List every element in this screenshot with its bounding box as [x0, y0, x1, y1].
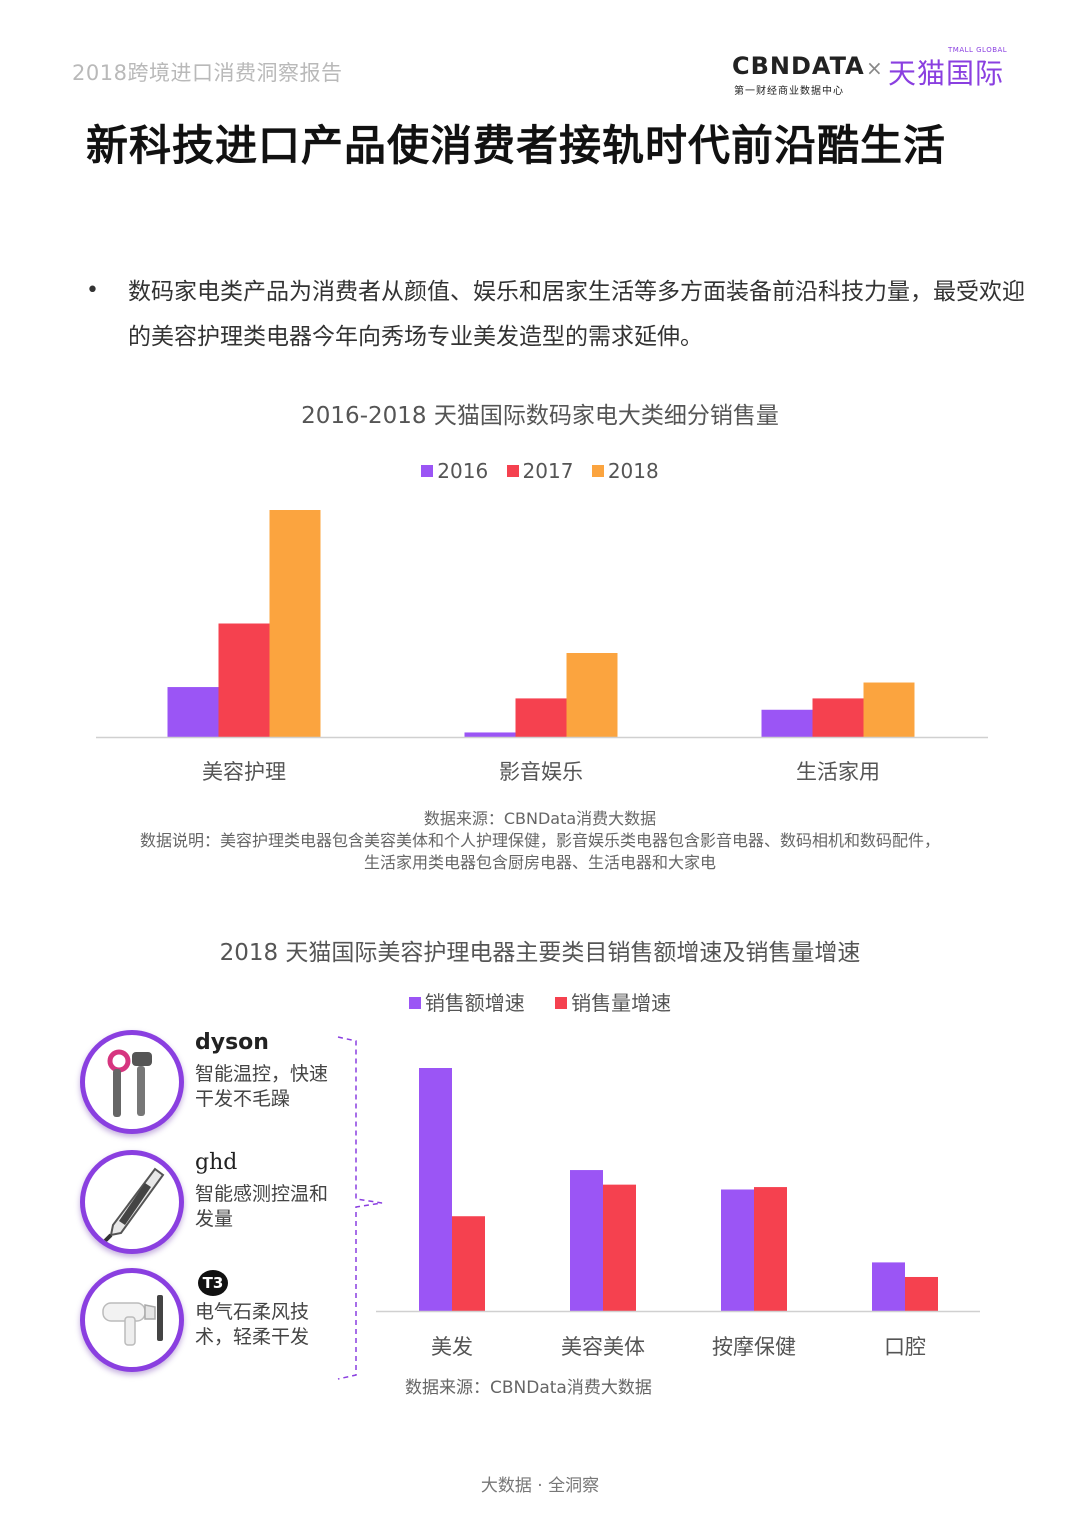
- product-desc-ghd: 智能感测控温和发量: [195, 1183, 329, 1230]
- chart1-legend: 2016 2017 2018: [0, 459, 1080, 483]
- chart2-source: 数据来源：CBNData消费大数据: [405, 1378, 652, 1398]
- product-desc-dyson: 智能温控，快速干发不毛躁: [195, 1063, 329, 1110]
- page-title: 新科技进口产品使消费者接轨时代前沿酷生活: [86, 121, 947, 170]
- legend-swatch: [591, 465, 604, 477]
- product-t3: T3 电气石柔风技术，轻柔干发: [80, 1268, 380, 1378]
- cbndata-logo: CBNDATA: [732, 52, 865, 80]
- chart2-legend-item-volume-growth: 销售量增速: [555, 987, 671, 1016]
- x-tick-label: 影音娱乐: [499, 760, 583, 784]
- tmall-global-logo: 天猫国际: [888, 57, 1005, 90]
- product-ghd: ghd 智能感测控温和发量: [80, 1150, 380, 1260]
- chart1-title: 2016-2018 天猫国际数码家电大类细分销售量: [301, 403, 779, 429]
- product-desc-t3: 电气石柔风技术，轻柔干发: [195, 1301, 310, 1348]
- bar-2017-影音娱乐: [515, 698, 567, 737]
- x-tick-label: 口腔: [884, 1335, 926, 1359]
- legend-swatch: [408, 997, 421, 1009]
- x-tick-label: 生活家用: [796, 760, 880, 784]
- bar-销售额增速-按摩保健: [721, 1189, 754, 1311]
- bar-2018-美容护理: [269, 510, 321, 737]
- x-tick-label: 美容护理: [202, 760, 286, 784]
- hair-straightener-icon: [80, 1150, 184, 1254]
- tmall-global-logo-en: TMALL GLOBAL: [948, 46, 1008, 54]
- report-name: 2018跨境进口消费洞察报告: [72, 61, 343, 85]
- bar-销售量增速-按摩保健: [754, 1187, 787, 1311]
- chart1-legend-item-2018: 2018: [591, 459, 659, 483]
- bracket-connector: [337, 1036, 383, 1380]
- x-tick-label: 美容美体: [561, 1335, 645, 1359]
- bar-2017-美容护理: [218, 623, 270, 737]
- bar-销售额增速-美容美体: [570, 1170, 603, 1311]
- legend-label: 2017: [522, 459, 574, 483]
- bar-2018-影音娱乐: [566, 653, 618, 737]
- legend-label: 2018: [607, 459, 659, 483]
- footer-tagline: 大数据 · 全洞察: [480, 1476, 600, 1496]
- chart2-legend: 销售额增速 销售量增速: [0, 987, 1080, 1016]
- bullet-text: 数码家电类产品为消费者从颜值、娱乐和居家生活等多方面装备前沿科技力量，最受欢迎的…: [128, 279, 1025, 350]
- legend-swatch: [555, 997, 568, 1009]
- chart1-description-line2: 生活家用类电器包含厨房电器、生活电器和大家电: [363, 853, 716, 872]
- legend-swatch: [506, 465, 519, 477]
- legend-swatch: [421, 465, 434, 477]
- brand-cross: ×: [866, 56, 883, 80]
- bar-2017-生活家用: [812, 698, 864, 737]
- x-tick-label: 按摩保健: [712, 1335, 796, 1359]
- legend-label: 2016: [437, 459, 489, 483]
- product-brand-dyson: dyson: [195, 1030, 269, 1055]
- chart1-description-line1: 数据说明：美容护理类电器包含美容美体和个人护理保健，影音娱乐类电器包含影音电器、…: [139, 831, 940, 850]
- legend-label: 销售额增速: [424, 991, 525, 1015]
- chart1-plot: 美容护理 影音娱乐 生活家用: [96, 510, 988, 784]
- legend-label: 销售量增速: [571, 991, 672, 1015]
- bar-销售量增速-美容美体: [603, 1184, 636, 1311]
- chart2-plot: 美发 美容美体 按摩保健 口腔: [376, 1068, 980, 1359]
- cbndata-logo-subtitle: 第一财经商业数据中心: [734, 86, 844, 97]
- bar-2016-美容护理: [167, 687, 219, 737]
- product-dyson: dyson 智能温控，快速干发不毛躁: [80, 1030, 380, 1140]
- hair-dryer-icon: [80, 1030, 184, 1134]
- bar-销售额增速-口腔: [872, 1262, 905, 1311]
- chart1-source: 数据来源：CBNData消费大数据: [423, 809, 657, 828]
- bar-销售量增速-美发: [452, 1216, 485, 1311]
- bar-2016-影音娱乐: [464, 732, 516, 737]
- bar-销售额增速-美发: [419, 1068, 452, 1311]
- bullet-icon: •: [86, 278, 99, 303]
- chart2-title: 2018 天猫国际美容护理电器主要类目销售额增速及销售量增速: [219, 940, 861, 966]
- brand-logos: CBNDATA 第一财经商业数据中心 × 天猫国际 TMALL GLOBAL: [730, 46, 1010, 102]
- chart1-legend-item-2017: 2017: [506, 459, 574, 483]
- bar-销售量增速-口腔: [905, 1276, 938, 1311]
- product-brand-t3: T3: [198, 1270, 228, 1296]
- product-brand-ghd: ghd: [195, 1150, 238, 1175]
- chart2-legend-item-revenue-growth: 销售额增速: [408, 987, 525, 1016]
- bar-2018-生活家用: [863, 682, 915, 737]
- bar-2016-生活家用: [761, 709, 813, 737]
- white-hair-dryer-icon: [80, 1268, 184, 1372]
- chart1-legend-item-2016: 2016: [421, 459, 488, 483]
- x-tick-label: 美发: [431, 1335, 473, 1359]
